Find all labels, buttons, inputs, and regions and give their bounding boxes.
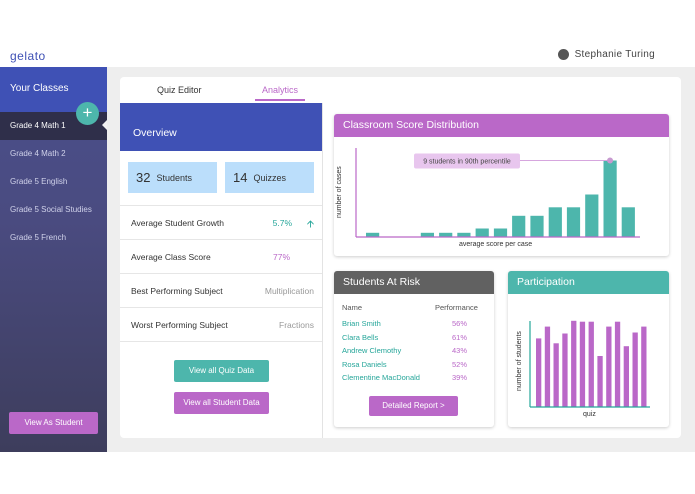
distribution-bar[interactable] bbox=[475, 228, 489, 238]
view-as-student-button[interactable]: View As Student bbox=[9, 412, 98, 434]
metric-label: Average Student Growth bbox=[131, 218, 224, 228]
student-name[interactable]: Andrew Clemothy bbox=[342, 346, 402, 355]
participation-bar[interactable] bbox=[544, 326, 551, 407]
y-axis-label: number of cases bbox=[336, 166, 343, 218]
quizzes-count: 14 bbox=[233, 170, 248, 185]
metric-value: Fractions bbox=[279, 320, 314, 330]
view-quiz-data-button[interactable]: View all Quiz Data bbox=[174, 360, 269, 382]
participation-bar[interactable] bbox=[562, 333, 568, 408]
participation-bar[interactable] bbox=[641, 326, 647, 407]
x-axis-label: average score per case bbox=[459, 241, 533, 248]
sidebar-item-grade-4-math-2[interactable]: Grade 4 Math 2 bbox=[10, 149, 66, 158]
participation-bar[interactable] bbox=[597, 356, 603, 407]
participation-chart bbox=[529, 320, 650, 408]
metric-value: 77% bbox=[272, 252, 290, 262]
student-performance: 43% bbox=[452, 346, 468, 355]
distribution-bar[interactable] bbox=[566, 207, 581, 237]
view-student-data-button[interactable]: View all Student Data bbox=[174, 392, 269, 414]
score-distribution-chart: 9 students in 90th percentile bbox=[355, 148, 640, 238]
distribution-bar[interactable] bbox=[621, 207, 635, 237]
student-performance: 52% bbox=[452, 359, 468, 369]
distribution-bar[interactable] bbox=[457, 232, 471, 238]
participation-bar[interactable] bbox=[571, 320, 577, 407]
metric-class-score: Average Class Score 77% bbox=[120, 239, 322, 273]
distribution-bar[interactable] bbox=[585, 194, 599, 238]
quizzes-label: Quizzes bbox=[253, 172, 286, 183]
student-performance: 56% bbox=[452, 319, 468, 328]
tab-active-underline bbox=[255, 99, 305, 101]
participation-bar[interactable] bbox=[606, 326, 612, 407]
student-performance: 39% bbox=[452, 373, 468, 382]
active-indicator bbox=[102, 120, 107, 130]
student-name[interactable]: Rosa Daniels bbox=[342, 359, 387, 369]
distribution-bar[interactable] bbox=[512, 215, 526, 238]
distribution-bar[interactable] bbox=[548, 207, 562, 237]
students-label: Students bbox=[156, 172, 192, 183]
participation-bar[interactable] bbox=[632, 332, 638, 408]
sidebar-item-grade-5-english[interactable]: Grade 5 English bbox=[10, 177, 68, 186]
participation-bar[interactable] bbox=[588, 321, 594, 407]
metric-student-growth: Average Student Growth 5.7% 🡩 bbox=[120, 205, 322, 239]
participation-bar[interactable] bbox=[623, 346, 629, 407]
participation-title: Participation bbox=[508, 271, 669, 294]
avatar bbox=[557, 49, 569, 60]
metric-best-subject: Best Performing Subject Multiplication bbox=[120, 273, 322, 307]
metric-value: Multiplication bbox=[264, 286, 314, 296]
distribution-bar[interactable] bbox=[493, 228, 508, 238]
participation-bar[interactable] bbox=[614, 321, 621, 407]
overview-header: Overview bbox=[120, 103, 322, 151]
annotation-dot bbox=[607, 157, 614, 164]
student-name[interactable]: Clara Bells bbox=[342, 332, 379, 342]
metric-worst-subject: Worst Performing Subject Fractions bbox=[120, 307, 322, 341]
metric-divider bbox=[120, 341, 322, 342]
metric-label: Best Performing Subject bbox=[131, 286, 223, 296]
student-performance: 61% bbox=[452, 332, 468, 342]
student-name[interactable]: Brian Smith bbox=[342, 319, 381, 328]
user-menu[interactable]: Stephanie Turing bbox=[557, 49, 655, 60]
score-distribution-panel: Classroom Score Distribution 9 students … bbox=[334, 114, 669, 256]
students-at-risk-title: Students At Risk bbox=[334, 271, 494, 294]
sidebar-item-grade-5-french[interactable]: Grade 5 French bbox=[10, 233, 67, 242]
distribution-bar[interactable] bbox=[366, 232, 380, 238]
column-divider bbox=[322, 103, 323, 438]
arrow-up-icon: 🡩 bbox=[306, 219, 314, 230]
students-stat: 32 Students bbox=[128, 162, 217, 193]
participation-panel: Participation quiz number of students bbox=[508, 271, 669, 427]
detailed-report-button[interactable]: Detailed Report > bbox=[369, 396, 458, 416]
participation-bar[interactable] bbox=[536, 338, 542, 407]
col-performance: Performance bbox=[435, 303, 478, 312]
student-name[interactable]: Clementine MacDonald bbox=[342, 373, 420, 382]
y-axis-label: number of students bbox=[516, 331, 523, 391]
distribution-bar[interactable] bbox=[603, 160, 617, 238]
sidebar-item-grade-5-social-studies[interactable]: Grade 5 Social Studies bbox=[10, 205, 92, 214]
add-class-button[interactable]: + bbox=[76, 102, 99, 125]
metric-label: Average Class Score bbox=[131, 252, 211, 262]
students-count: 32 bbox=[136, 170, 151, 185]
quizzes-stat: 14 Quizzes bbox=[225, 162, 314, 193]
participation-bar[interactable] bbox=[553, 343, 559, 407]
metric-label: Worst Performing Subject bbox=[131, 320, 228, 330]
user-name: Stephanie Turing bbox=[574, 49, 655, 60]
score-distribution-title: Classroom Score Distribution bbox=[334, 114, 669, 137]
distribution-bar[interactable] bbox=[420, 232, 434, 238]
tab-analytics[interactable]: Analytics bbox=[262, 85, 299, 95]
annotation-text: 9 students in 90th percentile bbox=[423, 159, 511, 166]
brand-logo[interactable]: gelato bbox=[10, 49, 46, 63]
annotation-box bbox=[414, 153, 520, 169]
x-axis-label: quiz bbox=[583, 411, 596, 418]
tab-quiz-editor[interactable]: Quiz Editor bbox=[157, 85, 202, 95]
col-name: Name bbox=[342, 303, 363, 312]
distribution-bar[interactable] bbox=[530, 215, 544, 238]
distribution-bar[interactable] bbox=[439, 232, 453, 238]
top-bar bbox=[0, 38, 695, 67]
metric-value: 5.7% bbox=[272, 218, 292, 228]
participation-bar[interactable] bbox=[579, 321, 586, 407]
